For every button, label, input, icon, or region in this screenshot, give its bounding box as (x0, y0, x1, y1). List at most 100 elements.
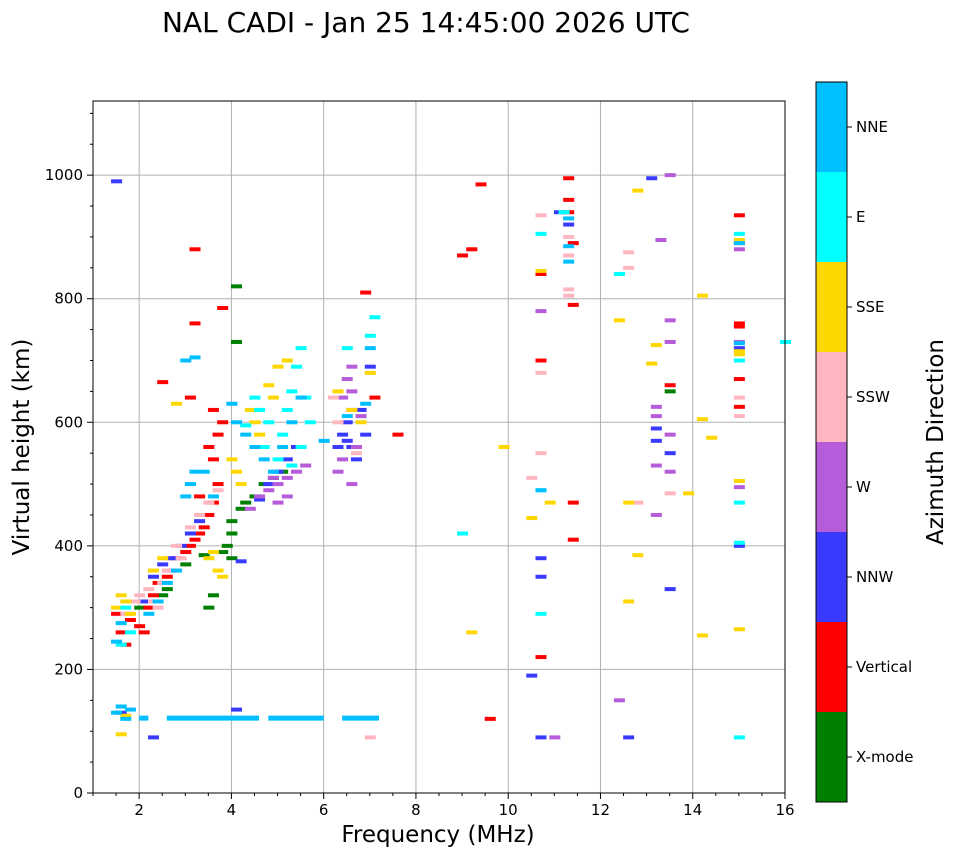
data-point (267, 395, 279, 400)
data-point (203, 512, 215, 517)
data-point (198, 525, 210, 530)
data-point (254, 497, 266, 502)
data-point (646, 176, 658, 181)
data-point (346, 364, 358, 369)
data-point (341, 420, 353, 425)
data-point (198, 553, 210, 558)
data-point (124, 618, 136, 622)
data-point (194, 519, 206, 524)
data-point (733, 627, 745, 632)
y-tick-label: 1000 (45, 166, 83, 184)
data-point (535, 488, 547, 493)
data-point (526, 475, 538, 480)
data-point (733, 414, 745, 419)
data-point (655, 238, 667, 243)
data-point (281, 457, 293, 462)
data-point (171, 543, 183, 548)
data-point (120, 716, 132, 721)
data-point (171, 568, 183, 573)
data-point (733, 358, 745, 363)
data-point (231, 707, 243, 712)
data-point (157, 380, 169, 385)
data-point (563, 244, 575, 249)
data-point (350, 457, 362, 462)
data-point (350, 451, 362, 456)
data-point (120, 605, 132, 610)
data-point (664, 173, 676, 178)
data-point (650, 404, 662, 409)
data-point (526, 516, 538, 521)
e-layer-trace (166, 715, 260, 721)
data-point (254, 494, 266, 499)
data-point (683, 491, 695, 496)
data-point (157, 562, 169, 567)
data-point (207, 494, 219, 499)
data-point (281, 475, 293, 480)
data-point (295, 445, 307, 449)
data-point (549, 735, 561, 740)
data-point (563, 259, 575, 264)
data-point (175, 556, 187, 561)
data-point (733, 213, 745, 218)
data-point (254, 407, 266, 412)
y-axis-label: Virtual height (km) (9, 339, 35, 556)
data-point (134, 605, 146, 610)
data-point (706, 435, 718, 440)
data-point (189, 247, 201, 252)
axis-ticks: 2 4 6 8 10 12 14 16 0 200 400 600 800 1000 (45, 112, 795, 819)
data-point (207, 550, 219, 555)
data-point (337, 432, 349, 437)
data-point (203, 556, 215, 561)
data-point (360, 401, 372, 406)
data-point (360, 432, 372, 437)
data-point (364, 364, 376, 369)
data-point (267, 475, 279, 480)
data-point (212, 432, 224, 437)
data-point (226, 519, 238, 524)
data-point (563, 253, 575, 258)
data-point (484, 716, 496, 721)
colorbar-label: Azimuth Direction (923, 339, 949, 545)
data-point (664, 432, 676, 437)
data-point (129, 599, 141, 604)
data-point (249, 395, 261, 400)
colorbar-segment (816, 442, 847, 532)
x-tick-label: 16 (775, 801, 794, 819)
data-point (563, 176, 575, 181)
data-point (558, 210, 570, 215)
y-tick-label: 200 (54, 660, 83, 678)
data-point (535, 358, 547, 363)
y-tick-label: 0 (73, 784, 83, 802)
data-point (258, 457, 270, 462)
y-tick-label: 400 (54, 537, 83, 555)
data-point (337, 457, 349, 462)
data-point (184, 395, 196, 400)
data-point (535, 611, 547, 616)
data-point (281, 407, 293, 412)
data-point (240, 423, 252, 428)
data-point (369, 315, 381, 320)
data-point (535, 268, 547, 273)
data-point (212, 482, 224, 487)
data-point (733, 321, 745, 326)
data-point (231, 339, 243, 344)
data-point (235, 559, 247, 564)
data-point (111, 639, 123, 644)
data-point (267, 469, 279, 474)
data-point (733, 238, 745, 243)
data-point (184, 531, 196, 536)
x-tick-label: 4 (227, 801, 237, 819)
data-point (143, 605, 155, 610)
x-tick-label: 8 (411, 801, 421, 819)
data-point (733, 231, 745, 236)
plot-background (93, 101, 785, 793)
y-tick-label: 600 (54, 413, 83, 431)
data-point (355, 407, 367, 412)
data-point (147, 574, 159, 579)
data-point (198, 469, 210, 474)
data-point (535, 272, 547, 276)
data-point (392, 432, 404, 437)
data-point (341, 346, 353, 351)
data-point (563, 293, 575, 298)
x-tick-label: 14 (683, 801, 702, 819)
